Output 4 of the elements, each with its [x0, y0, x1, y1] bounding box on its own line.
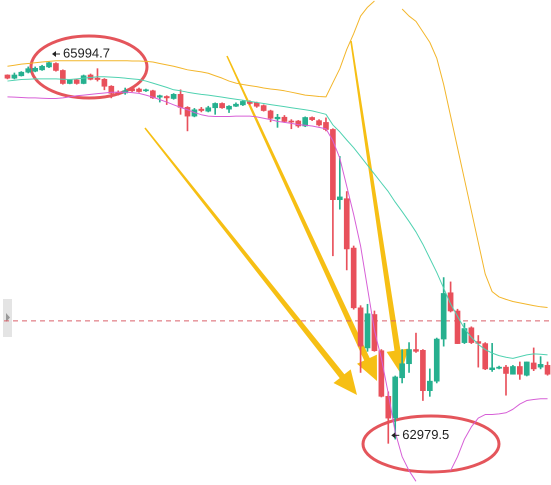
candlestick: [503, 365, 509, 396]
annotation: 62979.5: [402, 426, 450, 442]
candlestick: [274, 114, 280, 128]
annotation: 65994.7: [63, 46, 110, 61]
